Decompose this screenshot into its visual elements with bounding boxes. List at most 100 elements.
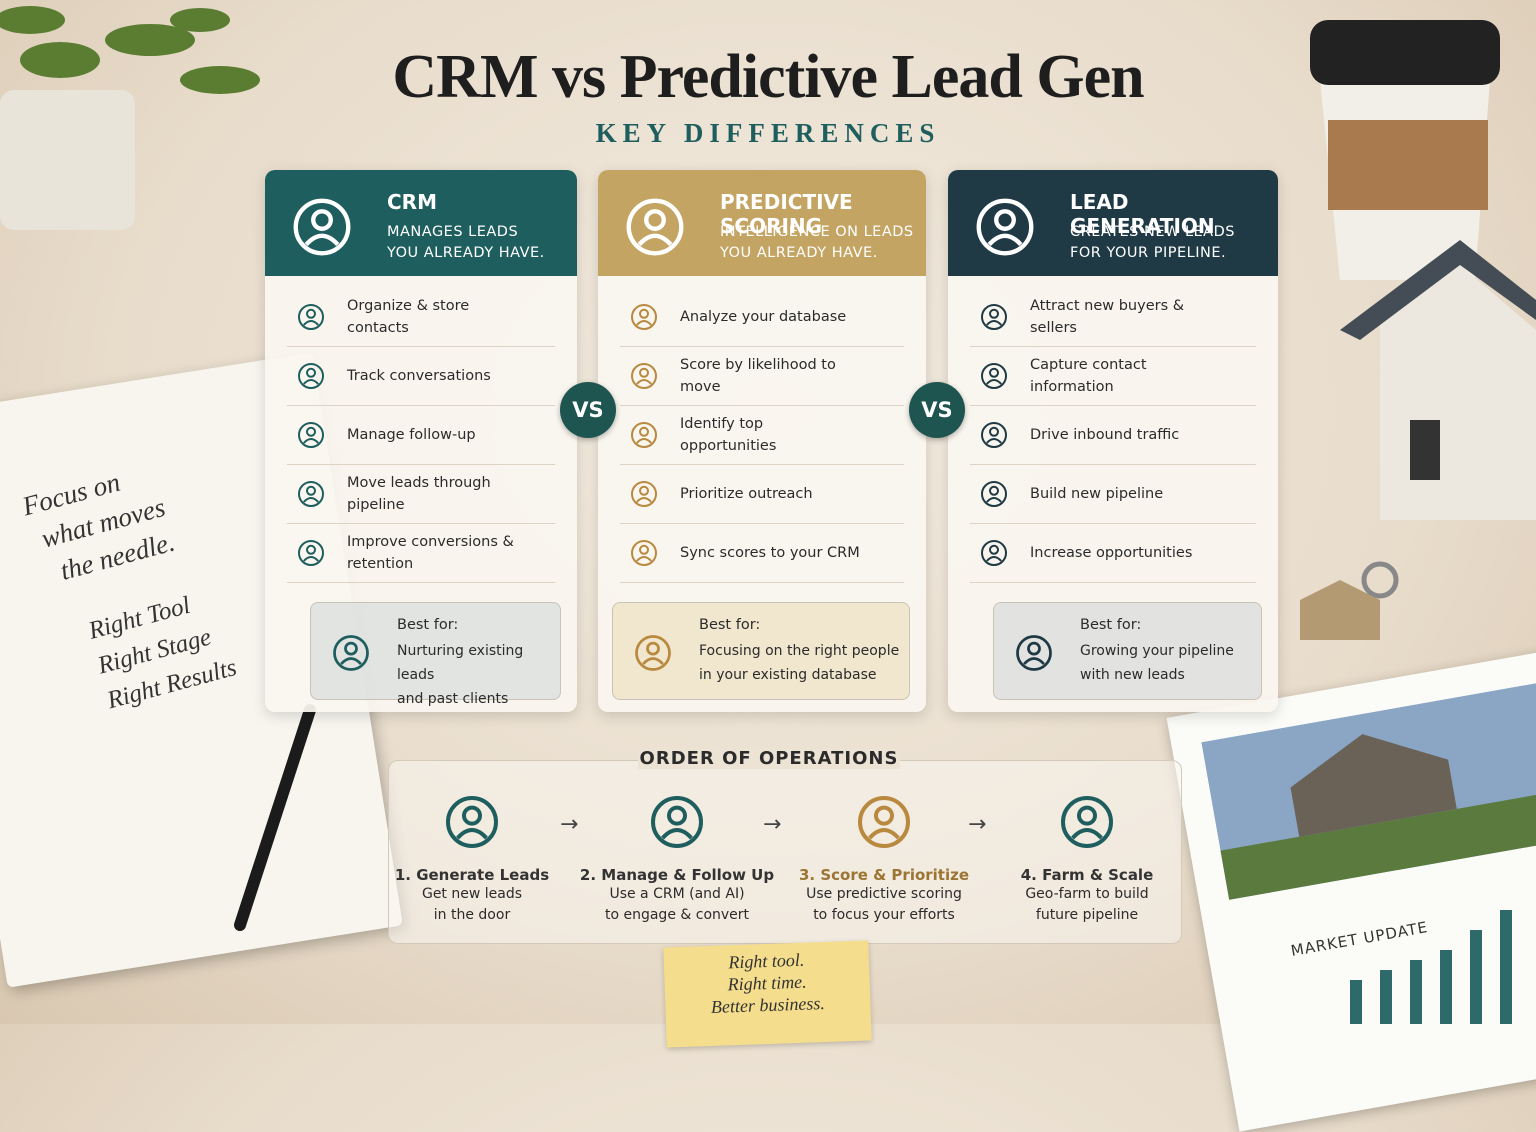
best-for-text: Nurturing existing leads and past clients: [397, 639, 560, 711]
feature-row: Improve conversions & retention: [287, 524, 555, 583]
step-text: Get new leads: [421, 886, 523, 902]
feature-icon: [631, 363, 657, 389]
best-for-line: Growing your pipeline: [1080, 643, 1234, 659]
step-title: 3. Score & Prioritize: [798, 866, 970, 884]
vs-badge: VS: [560, 382, 616, 438]
best-for-box: Best for: Nurturing existing leads and pas…: [310, 602, 561, 707]
card-tagline: CREATES NEW LEADS FOR YOUR PIPELINE.: [1070, 222, 1235, 264]
step-text: to engage & convert: [604, 907, 750, 923]
step-title: 2. Manage & Follow Up: [579, 866, 775, 884]
feature-row: Manage follow-up: [287, 406, 555, 465]
feature-icon: [298, 540, 324, 566]
best-for-line: in your existing database: [699, 667, 877, 683]
operation-step: 3. Score & Prioritize Use predictive scor…: [784, 790, 984, 926]
feature-text: Increase opportunities: [1030, 545, 1193, 561]
feature-icon: [631, 540, 657, 566]
best-for-text: Growing your pipeline with new leads: [1080, 639, 1234, 687]
feature-row: Increase opportunities: [970, 524, 1256, 583]
best-for-box: Best for: Growing your pipeline with new l…: [993, 602, 1262, 700]
operation-step: 4. Farm & Scale Geo-farm to build future p…: [987, 790, 1187, 926]
feature-row: Move leads through pipeline: [287, 465, 555, 524]
feature-icon: [631, 304, 657, 330]
best-for-box: Best for: Focusing on the right people in …: [612, 602, 910, 700]
step-title: 4. Farm & Scale: [1020, 866, 1154, 884]
best-for-icon: [333, 635, 369, 671]
feature-row: Build new pipeline: [970, 465, 1256, 524]
feature-text: Sync scores to your CRM: [680, 545, 860, 561]
step-icon: [446, 796, 498, 848]
best-for-line: Nurturing existing leads: [397, 643, 524, 683]
comparison-card: LEAD GENERATION CREATES NEW LEADS FOR YOUR…: [948, 170, 1278, 712]
card-header: LEAD GENERATION CREATES NEW LEADS FOR YOUR…: [948, 170, 1278, 276]
feature-row: Drive inbound traffic: [970, 406, 1256, 465]
best-for-label: Best for:: [1080, 617, 1142, 633]
feature-row: Track conversations: [287, 347, 555, 406]
card-title: CRM: [387, 190, 437, 214]
feature-text: Move leads through pipeline: [347, 475, 491, 513]
feature-icon: [298, 422, 324, 448]
best-for-label: Best for:: [397, 617, 459, 633]
feature-icon: [298, 363, 324, 389]
feature-row: Organize & store contacts: [287, 288, 555, 347]
best-for-icon: [635, 635, 671, 671]
feature-text: Organize & store contacts: [347, 298, 470, 336]
card-title: LEAD GENERATION: [1070, 190, 1215, 238]
feature-icon: [981, 481, 1007, 507]
best-for-text: Focusing on the right people in your exis…: [699, 639, 899, 687]
page: MARKET UPDATE CRM vs Predictive Lead Gen…: [0, 0, 1536, 1048]
operation-step: 2. Manage & Follow Up Use a CRM (and AI) t…: [577, 790, 777, 926]
feature-icon: [981, 540, 1007, 566]
bar-decoration: [1350, 910, 1512, 1024]
best-for-label: Best for:: [699, 617, 761, 633]
cup-house-decoration: [1300, 20, 1536, 640]
step-arrow: →: [560, 812, 579, 837]
tagline-line: CREATES NEW LEADS: [1070, 224, 1235, 240]
step-arrow: →: [763, 812, 782, 837]
market-paper: [1166, 648, 1536, 1132]
step-text: Use a CRM (and AI): [609, 886, 745, 902]
feature-text: Improve conversions & retention: [347, 534, 514, 572]
feature-text: Track conversations: [347, 368, 491, 384]
card-tagline: MANAGES LEADS YOU ALREADY HAVE.: [387, 222, 545, 264]
feature-icon: [631, 481, 657, 507]
step-text: Geo-farm to build: [1025, 886, 1149, 902]
feature-text: Capture contact information: [1030, 357, 1147, 395]
comparison-card: PREDICTIVE SCORING INTELLIGENCE ON LEADS Y…: [598, 170, 926, 712]
tagline-line: YOU ALREADY HAVE.: [387, 245, 545, 261]
operations-title: ORDER OF OPERATIONS: [638, 748, 900, 769]
card-header: CRM MANAGES LEADS YOU ALREADY HAVE.: [265, 170, 577, 276]
feature-text: Attract new buyers & sellers: [1030, 298, 1185, 336]
feature-text: Manage follow-up: [347, 427, 476, 443]
feature-text: Build new pipeline: [1030, 486, 1164, 502]
feature-text: Prioritize outreach: [680, 486, 813, 502]
card-icon: [293, 198, 351, 256]
comparison-card: CRM MANAGES LEADS YOU ALREADY HAVE. Organiz…: [265, 170, 577, 712]
feature-text: Analyze your database: [680, 309, 847, 325]
step-text: in the door: [433, 907, 511, 923]
tagline-line: FOR YOUR PIPELINE.: [1070, 245, 1227, 261]
best-for-line: and past clients: [397, 691, 509, 707]
feature-text: Drive inbound traffic: [1030, 427, 1180, 443]
subtitle: KEY DIFFERENCES: [595, 118, 941, 148]
card-title: PREDICTIVE SCORING: [720, 190, 853, 238]
card-tagline: INTELLIGENCE ON LEADS YOU ALREADY HAVE.: [720, 222, 914, 264]
operation-step: 1. Generate Leads Get new leads in the doo…: [372, 790, 572, 926]
feature-row: Prioritize outreach: [620, 465, 904, 524]
card-icon: [626, 198, 684, 256]
feature-row: Analyze your database: [620, 288, 904, 347]
feature-row: Sync scores to your CRM: [620, 524, 904, 583]
vs-badge: VS: [909, 382, 965, 438]
feature-row: Identify top opportunities: [620, 406, 904, 465]
feature-row: Capture contact information: [970, 347, 1256, 406]
step-text: to focus your efforts: [813, 907, 955, 923]
best-for-line: with new leads: [1080, 667, 1185, 683]
title: CRM vs Predictive Lead Gen: [392, 43, 1144, 111]
feature-icon: [631, 422, 657, 448]
feature-icon: [981, 363, 1007, 389]
tagline-line: YOU ALREADY HAVE.: [720, 245, 878, 261]
step-text: Use predictive scoring: [806, 886, 962, 902]
pen: [234, 704, 316, 931]
step-icon: [651, 796, 703, 848]
step-text: future pipeline: [1035, 907, 1139, 923]
best-for-icon: [1016, 635, 1052, 671]
